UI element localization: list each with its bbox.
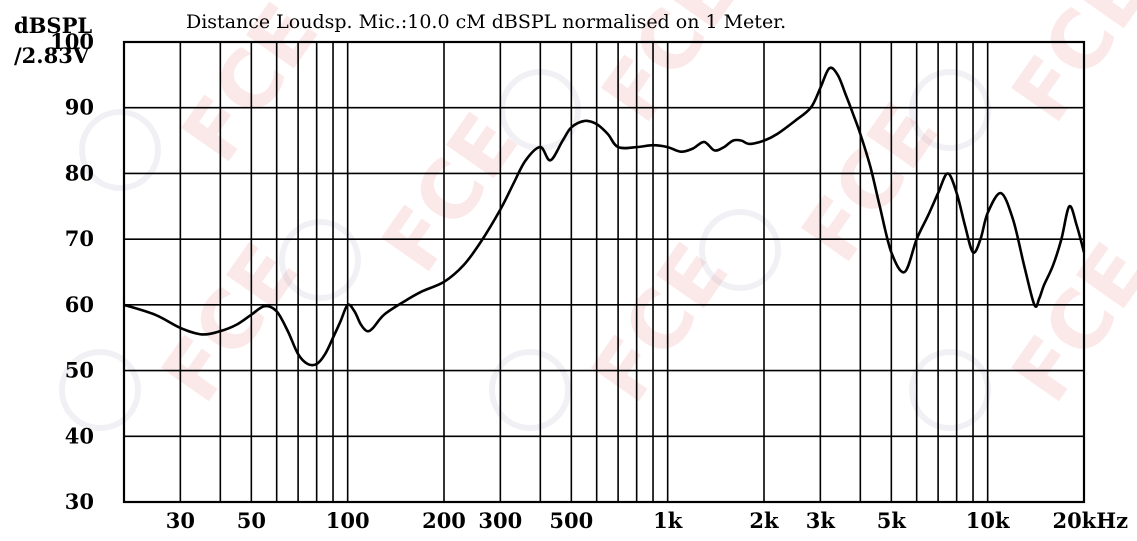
watermark-text: FCE — [574, 227, 747, 418]
x-tick-label: 10k — [966, 508, 1010, 533]
y-tick-label: 60 — [65, 292, 94, 317]
watermark-logo-ring — [699, 209, 781, 291]
x-tick-label: 100 — [326, 508, 370, 533]
y-tick-label: 100 — [50, 29, 94, 54]
x-tick-label: 5k — [877, 508, 907, 533]
frequency-response-line — [123, 66, 1086, 367]
watermark-logo-ring — [279, 219, 361, 301]
chart-title: Distance Loudsp. Mic.:10.0 cM dBSPL norm… — [186, 11, 786, 33]
watermark-logo-ring — [909, 349, 991, 431]
y-tick-label: 30 — [65, 489, 94, 514]
x-tick-label: 1k — [653, 508, 683, 533]
tick-label-layer: 30 50 100 200 300 500 1k 2k 3k 5k 10k 20kHz 30 40 50 60… — [50, 29, 1128, 533]
watermark-logo-ring — [79, 109, 161, 191]
y-tick-label: 80 — [65, 160, 94, 185]
y-tick-label: 90 — [65, 95, 94, 120]
x-tick-label: 20kHz — [1052, 508, 1128, 533]
grid-layer — [122, 40, 1086, 504]
y-axis-label-line2: /2.83V — [14, 43, 90, 68]
y-tick-label: 70 — [65, 226, 94, 251]
watermark-logo-ring — [59, 349, 141, 431]
x-tick-label: 2k — [749, 508, 779, 533]
watermark-logo-ring — [489, 349, 571, 431]
x-tick-label: 200 — [422, 508, 466, 533]
watermark-text: FCE — [994, 0, 1137, 138]
y-tick-label: 50 — [65, 358, 94, 383]
x-tick-label: 500 — [549, 508, 593, 533]
watermark-text: FCE — [994, 227, 1137, 418]
x-tick-label: 30 — [166, 508, 195, 533]
watermark-text: FCE — [784, 87, 957, 278]
series-layer — [123, 66, 1086, 367]
plot-frame — [122, 40, 1086, 504]
y-tick-label: 40 — [65, 423, 94, 448]
x-tick-label: 3k — [806, 508, 836, 533]
x-tick-label: 300 — [478, 508, 522, 533]
y-axis-label-line1: dBSPL — [14, 13, 92, 38]
x-tick-label: 50 — [237, 508, 266, 533]
watermark-text: FCE — [364, 97, 537, 288]
